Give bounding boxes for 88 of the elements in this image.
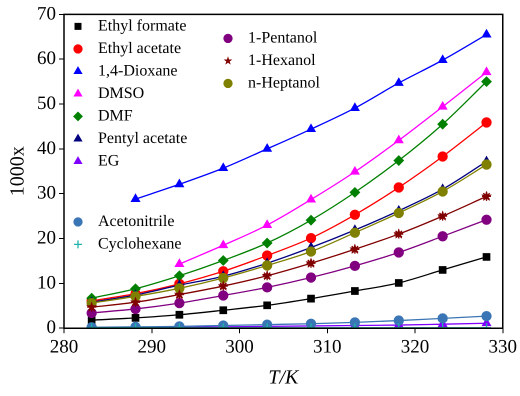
y-tick-label: 30: [37, 182, 56, 204]
y-tick-label: 0: [46, 317, 56, 338]
point: [262, 282, 272, 293]
y-tick-label: 40: [37, 138, 56, 159]
point: [174, 298, 185, 308]
point: [132, 314, 140, 322]
legend-label: DMSO: [98, 85, 144, 102]
point: [350, 187, 360, 198]
point: [437, 151, 448, 162]
y-tick-label: 10: [37, 272, 56, 294]
point: [438, 102, 448, 110]
point: [482, 67, 492, 76]
point: [394, 135, 404, 144]
point: [130, 194, 140, 202]
point: [218, 163, 228, 172]
point: [262, 220, 272, 228]
point: [438, 266, 446, 274]
point: [218, 272, 228, 284]
legend-label: 1-Hexanol: [248, 52, 316, 70]
point: [394, 279, 403, 287]
point: [306, 232, 316, 244]
x-tick-label: 320: [400, 336, 430, 358]
point: [437, 231, 448, 242]
legend-label: 1,4-Dioxane: [98, 62, 178, 80]
point: [437, 186, 448, 197]
legend-label: Cyclohexane: [98, 236, 182, 253]
legend-label: DMF: [98, 108, 133, 125]
x-tick-label: 300: [225, 336, 254, 358]
point: [481, 117, 492, 128]
point: [218, 255, 228, 266]
legend-label: EG: [98, 152, 120, 170]
legend-label: Acetonitrile: [98, 213, 174, 230]
point: [350, 102, 360, 111]
point: [262, 250, 272, 261]
point: [263, 302, 271, 310]
y-axis-title: 1000x: [6, 146, 28, 196]
legend-label: Ethyl acetate: [98, 40, 182, 58]
x-tick-label: 280: [50, 336, 78, 358]
point: [394, 155, 404, 166]
point: [262, 260, 272, 271]
point: [174, 270, 185, 281]
legend-label: n-Heptanol: [248, 74, 321, 92]
y-tick-label: 50: [37, 93, 56, 114]
point: [350, 210, 360, 220]
point: [307, 294, 315, 302]
point: [481, 76, 492, 87]
point: [306, 124, 316, 132]
point: [438, 54, 448, 64]
x-axis-title: T/K: [268, 366, 300, 388]
point: [394, 208, 404, 218]
point: [174, 283, 185, 294]
y-tick-label: 70: [37, 3, 56, 24]
point: [482, 253, 490, 261]
point: [394, 182, 404, 193]
y-tick-label: 20: [37, 228, 56, 249]
legend-label: 1-Pentanol: [248, 30, 318, 47]
point: [481, 159, 492, 170]
legend-label: Ethyl formate: [98, 18, 186, 35]
legend-label: Pentyl acetate: [98, 130, 188, 148]
x-tick-label: 290: [138, 336, 166, 358]
point: [437, 119, 448, 130]
point: [218, 240, 228, 248]
point: [394, 247, 404, 258]
point: [306, 272, 316, 283]
point: [306, 194, 316, 202]
point: [394, 315, 404, 326]
point: [176, 310, 184, 319]
point: [437, 313, 448, 324]
point: [219, 306, 228, 314]
point: [262, 144, 272, 152]
point: [174, 258, 184, 267]
x-tick-label: 310: [313, 336, 342, 358]
point: [306, 215, 316, 226]
point: [306, 246, 316, 257]
point: [481, 310, 492, 322]
point: [350, 317, 360, 328]
point: [481, 214, 492, 225]
point: [350, 228, 360, 238]
point: [262, 238, 272, 248]
x-tick-label: 330: [488, 336, 517, 358]
point: [482, 29, 492, 38]
point: [350, 260, 360, 272]
point: [218, 290, 228, 301]
y-tick-label: 60: [37, 48, 56, 70]
point: [394, 78, 404, 86]
point: [351, 287, 359, 295]
point: [350, 166, 360, 175]
point: [174, 179, 184, 188]
